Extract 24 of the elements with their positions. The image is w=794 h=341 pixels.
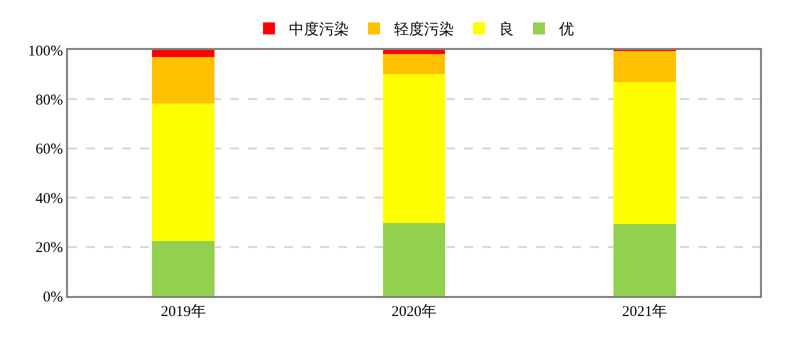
bar: [382, 223, 446, 296]
y-tick-label: 80%: [36, 92, 63, 108]
bar: [382, 74, 446, 224]
legend-label: 良: [499, 20, 514, 38]
y-tick-label: 60%: [36, 142, 63, 158]
bar: [382, 50, 446, 54]
legend-label: 优: [559, 20, 574, 38]
x-tick-label: 2019年: [160, 303, 206, 320]
x-tick-label: 2021年: [622, 303, 668, 320]
bar: [152, 104, 214, 241]
y-tick-label: 100%: [28, 43, 63, 60]
y-tick-label: 40%: [36, 190, 63, 207]
legend-label: 中度污染: [289, 20, 349, 38]
legend-label: 轻度污染: [394, 20, 454, 38]
bar: [382, 54, 446, 74]
bar: [614, 224, 676, 296]
bar: [152, 240, 214, 296]
bar: [614, 50, 676, 82]
bar: [152, 50, 214, 58]
y-tick-label: 20%: [36, 240, 63, 256]
y-tick-label: 0%: [43, 289, 63, 306]
bar: [614, 82, 676, 224]
x-tick-label: 2020年: [392, 303, 436, 320]
bar: [152, 57, 214, 104]
